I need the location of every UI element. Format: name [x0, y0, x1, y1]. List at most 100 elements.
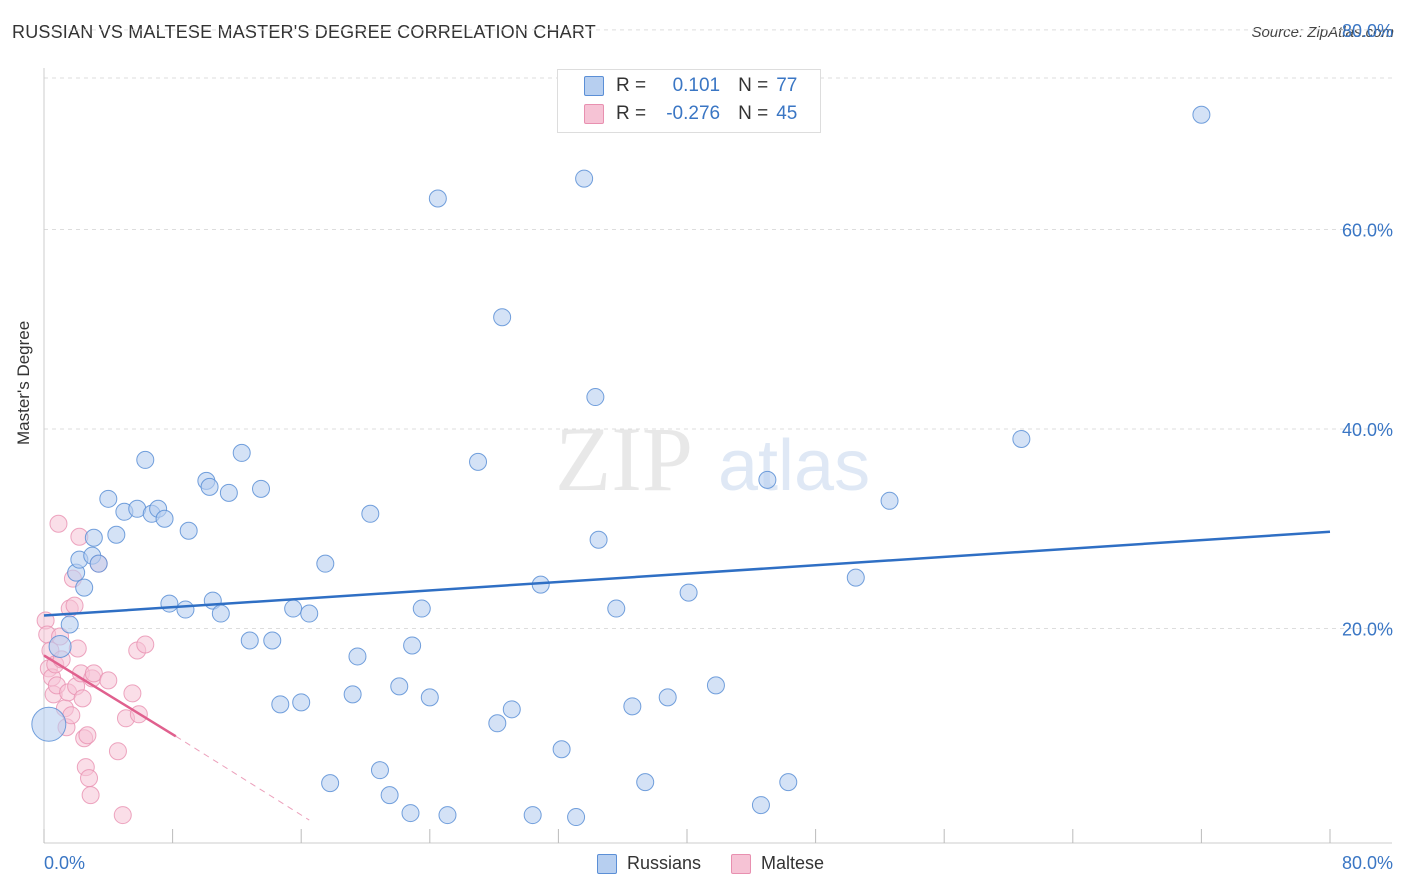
point-russians: [586, 388, 605, 407]
point-russians: [438, 806, 457, 825]
point-russians: [107, 525, 126, 544]
point-russians: [348, 647, 367, 666]
series-legend: Russians Maltese: [597, 853, 854, 874]
point-maltese: [84, 664, 103, 683]
point-russians: [607, 599, 626, 618]
legend-row-russians: R = 0.101 N = 77: [558, 74, 797, 98]
point-russians: [488, 714, 507, 733]
point-russians: [658, 688, 677, 707]
point-russians: [300, 604, 319, 623]
point-maltese: [65, 596, 84, 615]
point-maltese: [68, 639, 87, 658]
point-russians: [176, 600, 195, 619]
point-russians: [502, 700, 521, 719]
point-russians: [412, 599, 431, 618]
trend-lines: [43, 530, 1331, 821]
point-russians: [403, 636, 422, 655]
point-russians: [552, 740, 571, 759]
point-maltese: [108, 742, 127, 761]
point-russians: [240, 631, 259, 650]
y-tick-label: 40.0%: [1342, 420, 1393, 440]
point-maltese: [123, 684, 142, 703]
point-russians: [846, 568, 865, 587]
series-swatch-russians: [597, 853, 617, 874]
maltese-points: [36, 514, 155, 825]
legend-n-value-maltese: 45: [776, 103, 798, 124]
point-russians: [523, 806, 542, 825]
trend-line-russians: [43, 530, 1331, 617]
point-russians: [575, 169, 594, 188]
x-tick-label: 80.0%: [1342, 853, 1393, 873]
point-russians: [880, 491, 899, 510]
legend-r-value-russians: 0.101: [672, 75, 721, 96]
watermark-zip: ZIP: [555, 408, 693, 510]
point-russians: [706, 676, 725, 695]
point-russians: [252, 479, 271, 498]
point-russians: [160, 594, 179, 613]
series-legend-maltese: Maltese: [731, 853, 824, 874]
legend-r-label: R =: [616, 75, 647, 96]
point-russians: [779, 773, 798, 792]
point-russians: [493, 308, 512, 327]
trend-line-maltese: [43, 654, 177, 738]
series-label-russians: Russians: [627, 853, 702, 873]
point-russians: [1192, 105, 1211, 124]
y-tick-label: 60.0%: [1342, 220, 1393, 240]
y-tick-label: 80.0%: [1342, 21, 1393, 41]
legend-n-label: N =: [738, 75, 769, 96]
point-russians: [48, 634, 72, 658]
legend-row-maltese: R = -0.276 N = 45: [558, 102, 797, 126]
legend-n-label: N =: [738, 103, 769, 124]
chart-title: RUSSIAN VS MALTESE MASTER'S DEGREE CORRE…: [12, 22, 596, 42]
series-swatch-maltese: [731, 853, 752, 874]
legend-r-label: R =: [616, 103, 647, 124]
point-russians: [589, 530, 608, 549]
point-russians: [89, 554, 108, 573]
point-russians: [316, 554, 335, 573]
legend-r-value-maltese: -0.276: [666, 103, 721, 124]
point-russians: [758, 470, 777, 489]
point-russians: [232, 443, 251, 462]
point-russians: [636, 773, 655, 792]
point-maltese: [99, 671, 118, 690]
point-russians: [321, 774, 340, 793]
y-tick-label: 20.0%: [1342, 620, 1393, 640]
source-credit: Source: ZipAtlas.com: [1251, 24, 1394, 41]
point-russians: [370, 761, 389, 780]
point-russians: [263, 631, 282, 650]
series-label-maltese: Maltese: [761, 853, 825, 873]
point-russians: [679, 583, 698, 602]
point-maltese: [136, 635, 155, 654]
point-russians: [292, 693, 311, 712]
point-russians: [567, 808, 586, 827]
point-russians: [155, 509, 174, 528]
point-russians: [219, 483, 238, 502]
point-russians: [751, 796, 770, 815]
legend-swatch-russians: [584, 76, 604, 96]
correlation-legend: R = 0.101 N = 77 R = -0.276 N = 45: [557, 69, 821, 133]
point-maltese: [80, 769, 99, 788]
point-russians: [428, 189, 447, 208]
russians-points: [31, 105, 1211, 827]
point-russians: [271, 695, 290, 714]
point-russians: [31, 706, 67, 742]
legend-n-value-russians: 77: [776, 75, 798, 96]
point-russians: [343, 685, 362, 704]
point-maltese: [113, 806, 132, 825]
point-russians: [361, 504, 380, 523]
legend-swatch-maltese: [584, 104, 604, 124]
tick-labels: 20.0% 40.0% 60.0% 80.0% 0.0% 80.0%: [44, 21, 1393, 873]
point-russians: [179, 521, 198, 540]
series-legend-russians: Russians: [597, 853, 701, 874]
point-maltese: [81, 786, 100, 805]
watermark-atlas: atlas: [718, 426, 870, 506]
point-russians: [99, 489, 118, 508]
point-russians: [136, 450, 155, 469]
point-russians: [60, 615, 79, 634]
point-maltese: [73, 689, 92, 708]
point-russians: [623, 697, 642, 716]
point-russians: [469, 452, 488, 471]
point-russians: [75, 578, 94, 597]
point-russians: [1012, 429, 1031, 448]
watermark: ZIP atlas: [555, 408, 870, 510]
